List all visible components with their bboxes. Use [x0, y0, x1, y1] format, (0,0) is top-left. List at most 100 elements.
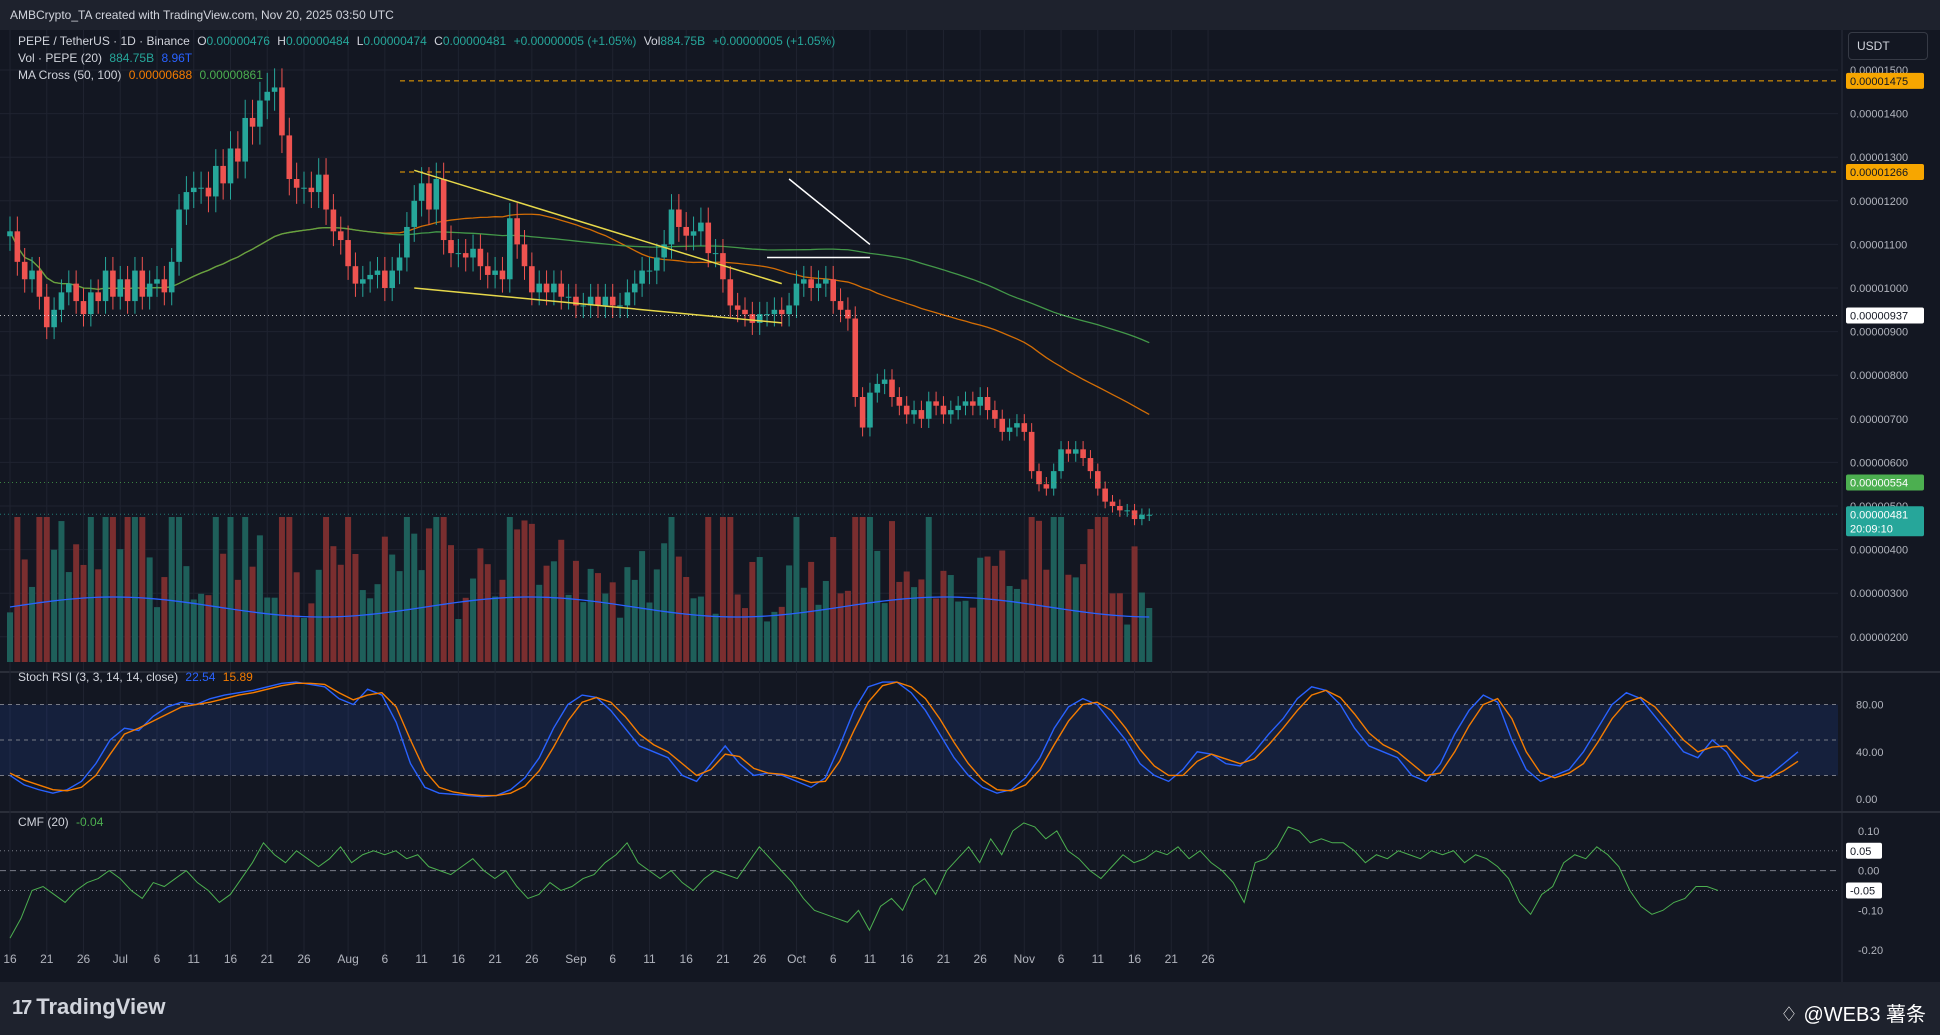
- candle-down: [984, 397, 991, 411]
- price-marker-label: 0.00000937: [1850, 310, 1908, 322]
- cmf-value: -0.04: [76, 815, 104, 829]
- volume-bar: [499, 579, 506, 662]
- candle-up: [1050, 471, 1057, 489]
- volume-bar: [301, 617, 307, 662]
- volume-bar: [925, 517, 932, 662]
- date-tick-label: 21: [1165, 952, 1179, 966]
- volume-bar: [58, 521, 65, 662]
- price-tick-label: 0.00000200: [1850, 632, 1908, 644]
- stoch-k-value: 22.54: [185, 670, 216, 684]
- candle-up: [631, 283, 638, 293]
- volume-bar: [631, 579, 638, 662]
- stoch-tick-label: 80.00: [1856, 700, 1884, 712]
- volume-bar: [418, 570, 425, 662]
- candle-down: [220, 165, 226, 184]
- chart-area[interactable]: 0.000015000.000014000.000013000.00001200…: [0, 30, 1940, 982]
- volume-bar: [859, 517, 866, 662]
- volume-bar: [1072, 577, 1079, 662]
- candle-down: [742, 309, 748, 315]
- volume-bar: [1006, 586, 1013, 662]
- volume-bar: [940, 570, 947, 662]
- cmf-marker-label: 0.05: [1850, 846, 1871, 858]
- volume-indicator-legend: Vol · PEPE (20) 884.75B 8.96T: [18, 51, 196, 65]
- candle-down: [521, 244, 528, 267]
- volume-bar: [168, 517, 175, 662]
- candle-up: [551, 283, 557, 293]
- date-tick-label: Oct: [787, 952, 806, 966]
- volume-bar: [609, 582, 616, 662]
- volume-bar: [793, 517, 800, 662]
- volume-bar: [815, 604, 822, 662]
- volume-bar: [14, 517, 21, 662]
- high-value: 0.00000484: [285, 34, 350, 48]
- candle-up: [874, 383, 881, 393]
- volume-bar: [337, 564, 344, 662]
- candle-up: [88, 292, 94, 315]
- volume-bar: [411, 533, 418, 662]
- candle-down: [933, 401, 939, 406]
- candle-down: [859, 397, 866, 428]
- volume-bar: [719, 517, 726, 662]
- price-marker-tag: [1846, 307, 1924, 324]
- volume-bar: [896, 581, 903, 662]
- price-tick-label: 0.00001300: [1850, 152, 1908, 164]
- volume-bar: [109, 517, 116, 662]
- candle-down: [896, 397, 903, 406]
- volume-bar: [1131, 546, 1138, 662]
- candle-up: [198, 187, 204, 189]
- currency-button[interactable]: USDT: [1848, 32, 1928, 60]
- price-tick-label: 0.00001400: [1850, 109, 1908, 121]
- volume-bar: [124, 517, 131, 662]
- volume-bar: [712, 613, 719, 662]
- candle-up: [176, 209, 182, 262]
- candle-up: [881, 379, 888, 384]
- cmf-title[interactable]: CMF (20): [18, 815, 69, 829]
- candle-down: [80, 301, 87, 315]
- volume-indicator-title[interactable]: Vol · PEPE (20): [18, 51, 103, 65]
- volume-bar: [227, 517, 234, 662]
- candle-up: [507, 218, 513, 280]
- volume-bar: [889, 521, 895, 662]
- candle-up: [117, 279, 124, 297]
- volume-bar: [697, 596, 704, 662]
- volume-bar: [21, 559, 28, 662]
- price-tick-label: 0.00000800: [1850, 370, 1908, 382]
- cmf-tick-label: 0.00: [1858, 866, 1879, 878]
- symbol-title[interactable]: PEPE / TetherUS · 1D · Binance: [18, 34, 190, 48]
- candle-down: [992, 410, 998, 419]
- ma-cross-title[interactable]: MA Cross (50, 100): [18, 68, 122, 82]
- candle-up: [1146, 514, 1153, 516]
- volume-bar: [911, 587, 918, 662]
- volume-bar: [286, 517, 293, 662]
- candle-up: [646, 270, 653, 272]
- volume-bar: [734, 594, 741, 662]
- candle-up: [698, 222, 704, 232]
- candle-up: [815, 283, 822, 288]
- volume-bar: [903, 571, 910, 662]
- volume-bar: [991, 565, 998, 662]
- volume-bar: [484, 564, 491, 662]
- candle-down: [124, 279, 131, 302]
- stoch-k-line: [9, 681, 1799, 798]
- candle-up: [58, 292, 65, 310]
- candle-down: [778, 309, 785, 315]
- candle-down: [382, 270, 388, 288]
- tradingview-logo[interactable]: 17 TradingView: [12, 994, 165, 1020]
- volume-bar: [521, 520, 528, 662]
- volume-bar: [565, 594, 572, 662]
- volume-bar: [36, 517, 43, 662]
- candle-down: [139, 270, 146, 297]
- candle-down: [558, 283, 565, 297]
- volume-bar: [749, 561, 756, 662]
- volume-bar: [1013, 588, 1020, 662]
- volume-bar: [969, 607, 976, 662]
- stoch-rsi-title[interactable]: Stoch RSI (3, 3, 14, 14, close): [18, 670, 179, 684]
- date-tick-label: 26: [525, 952, 539, 966]
- price-tick-label: 0.00000600: [1850, 457, 1908, 469]
- candle-down: [161, 279, 168, 293]
- volume-bar: [396, 571, 403, 662]
- candle-up: [455, 253, 462, 255]
- candle-up: [962, 401, 969, 406]
- candle-down: [73, 283, 79, 302]
- volume-bar: [506, 517, 513, 662]
